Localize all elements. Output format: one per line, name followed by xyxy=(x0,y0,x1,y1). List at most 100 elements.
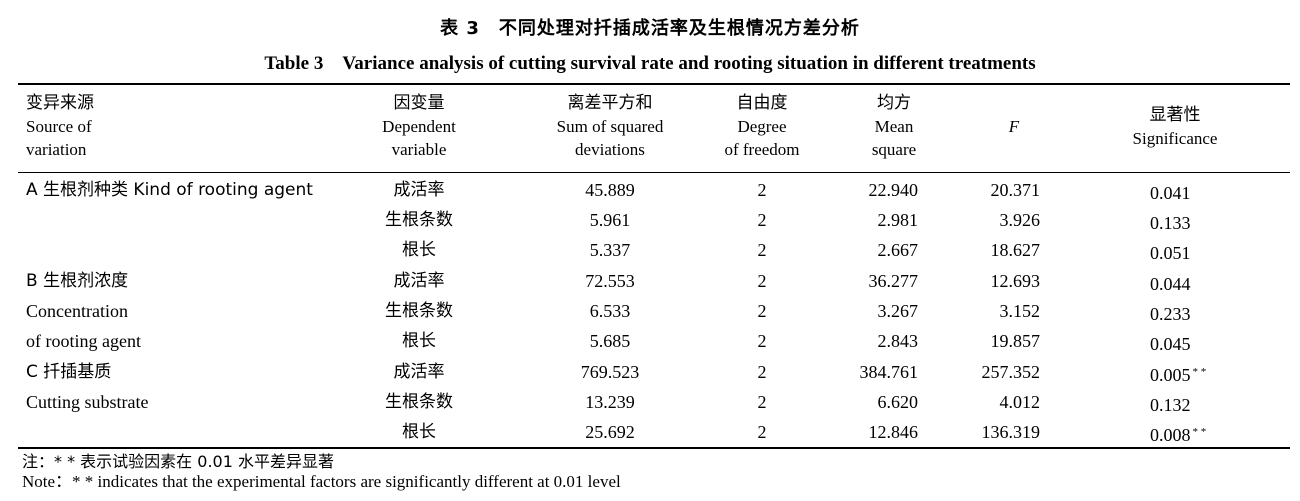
cell-degree-of-freedom: 2 xyxy=(700,239,824,261)
cell-sum-of-squares-text: 25.692 xyxy=(585,422,635,442)
cell-f-value: 3.926 xyxy=(964,209,1041,231)
header-en-line1: Significance xyxy=(1132,129,1218,148)
header-cn: 离差平方和 xyxy=(567,93,653,113)
header-cn: 显著性 xyxy=(1149,105,1201,125)
header-sum-of-squares: 离差平方和 Sum of squared deviations xyxy=(520,92,700,161)
cell-sum-of-squares-text: 13.239 xyxy=(585,392,635,412)
cell-mean-square: 2.981 xyxy=(842,209,919,231)
source-c-line2: Cutting substrate xyxy=(26,391,149,414)
cell-significance: 0.133 xyxy=(1150,209,1230,234)
cell-f-value-text: 4.012 xyxy=(999,392,1041,412)
cell-dependent-variable: 根长 xyxy=(349,239,489,261)
cell-f-value: 136.319 xyxy=(964,421,1041,443)
header-en-line1: Degree xyxy=(737,117,787,136)
header-en-line2: variable xyxy=(391,140,447,159)
header-en-line1: Source of xyxy=(26,117,92,136)
header-degree-of-freedom: 自由度 Degree of freedom xyxy=(700,92,824,161)
cell-mean-square-text: 2.981 xyxy=(877,210,919,230)
cell-f-value-text: 3.926 xyxy=(999,210,1041,230)
header-significance: 显著性 Significance xyxy=(1100,104,1250,150)
cell-significance-text: 0.132 xyxy=(1150,395,1191,415)
cell-mean-square-text: 3.267 xyxy=(877,301,919,321)
cell-dependent-variable: 成活率 xyxy=(349,179,489,201)
cell-f-value: 19.857 xyxy=(964,330,1041,352)
source-a: A 生根剂种类 Kind of rooting agent xyxy=(26,180,313,200)
cell-sum-of-squares-text: 6.533 xyxy=(589,301,631,321)
cell-degree-of-freedom: 2 xyxy=(700,209,824,231)
header-cn: 均方 xyxy=(877,93,911,113)
cell-sum-of-squares: 72.553 xyxy=(520,270,700,292)
cell-f-value-text: 19.857 xyxy=(990,331,1041,351)
cell-mean-square-text: 6.620 xyxy=(877,392,919,412)
cell-degree-of-freedom-text: 2 xyxy=(757,331,767,351)
cell-mean-square-text: 2.667 xyxy=(877,240,919,260)
cell-degree-of-freedom: 2 xyxy=(700,330,824,352)
cell-mean-square: 36.277 xyxy=(842,270,919,292)
cell-degree-of-freedom: 2 xyxy=(700,270,824,292)
cell-mean-square-text: 2.843 xyxy=(877,331,919,351)
top-rule xyxy=(18,83,1290,85)
source-b-line2: Concentration xyxy=(26,300,128,323)
header-en-line2: variation xyxy=(26,140,87,159)
cell-dependent-variable-text: 根长 xyxy=(402,331,436,351)
cell-dependent-variable-text: 生根条数 xyxy=(385,392,453,412)
header-en-line2: of freedom xyxy=(724,140,800,159)
cell-sum-of-squares-text: 5.337 xyxy=(589,240,631,260)
cell-degree-of-freedom-text: 2 xyxy=(757,422,767,442)
cell-significance: 0.233 xyxy=(1150,300,1230,325)
cell-significance-text: 0.051 xyxy=(1150,243,1191,263)
source-b-line1: B 生根剂浓度 xyxy=(26,271,129,291)
cell-dependent-variable: 生根条数 xyxy=(349,300,489,322)
cell-significance-text: 0.041 xyxy=(1150,183,1191,203)
cell-dependent-variable: 生根条数 xyxy=(349,391,489,413)
cell-f-value-text: 257.352 xyxy=(981,362,1041,382)
cell-f-value: 20.371 xyxy=(964,179,1041,201)
cell-sum-of-squares-text: 72.553 xyxy=(585,271,635,291)
cell-significance: 0.132 xyxy=(1150,391,1230,416)
cell-sum-of-squares: 45.889 xyxy=(520,179,700,201)
cell-dependent-variable-text: 根长 xyxy=(402,422,436,442)
header-en-line1: F xyxy=(1008,117,1020,136)
cell-sum-of-squares: 5.961 xyxy=(520,209,700,231)
cell-significance: 0.044 xyxy=(1150,270,1230,295)
source-c-line1: C 扦插基质 xyxy=(26,362,112,382)
cell-significance: 0.041 xyxy=(1150,179,1230,204)
cell-degree-of-freedom-text: 2 xyxy=(757,210,767,230)
cell-degree-of-freedom: 2 xyxy=(700,421,824,443)
cell-degree-of-freedom-text: 2 xyxy=(757,180,767,200)
cell-significance: 0.008 * * xyxy=(1150,421,1230,446)
cell-dependent-variable-text: 根长 xyxy=(402,240,436,260)
cell-sum-of-squares: 6.533 xyxy=(520,300,700,322)
header-en-line2: deviations xyxy=(575,140,645,159)
bottom-rule xyxy=(18,447,1290,449)
cell-significance-text: 0.045 xyxy=(1150,334,1191,354)
cell-f-value: 3.152 xyxy=(964,300,1041,322)
cell-significance-text: 0.005 xyxy=(1150,365,1191,385)
cell-degree-of-freedom: 2 xyxy=(700,179,824,201)
cell-dependent-variable-text: 成活率 xyxy=(393,180,445,200)
cell-degree-of-freedom-text: 2 xyxy=(757,392,767,412)
header-cn: 变异来源 xyxy=(26,93,94,113)
header-en-line1: Dependent xyxy=(382,117,456,136)
header-cn: 自由度 xyxy=(736,93,788,113)
cell-mean-square: 384.761 xyxy=(842,361,919,383)
cell-degree-of-freedom: 2 xyxy=(700,300,824,322)
cell-mean-square: 22.940 xyxy=(842,179,919,201)
cell-dependent-variable-text: 成活率 xyxy=(393,362,445,382)
significance-mark: * * xyxy=(1192,366,1207,378)
cell-significance: 0.045 xyxy=(1150,330,1230,355)
cell-significance-text: 0.044 xyxy=(1150,274,1191,294)
cell-dependent-variable-text: 生根条数 xyxy=(385,301,453,321)
cell-dependent-variable: 成活率 xyxy=(349,361,489,383)
cell-degree-of-freedom-text: 2 xyxy=(757,240,767,260)
cell-sum-of-squares-text: 45.889 xyxy=(585,180,635,200)
table-title-english: Table 3 Variance analysis of cutting sur… xyxy=(264,53,1036,74)
cell-mean-square-text: 22.940 xyxy=(868,180,919,200)
header-source-of-variation: 变异来源 Source of variation xyxy=(26,92,226,161)
cell-mean-square-text: 12.846 xyxy=(868,422,919,442)
cell-mean-square: 2.843 xyxy=(842,330,919,352)
header-en-line2: square xyxy=(871,140,917,159)
cell-f-value: 12.693 xyxy=(964,270,1041,292)
source-b-line3-text: of rooting agent xyxy=(26,331,141,351)
cell-degree-of-freedom: 2 xyxy=(700,391,824,413)
